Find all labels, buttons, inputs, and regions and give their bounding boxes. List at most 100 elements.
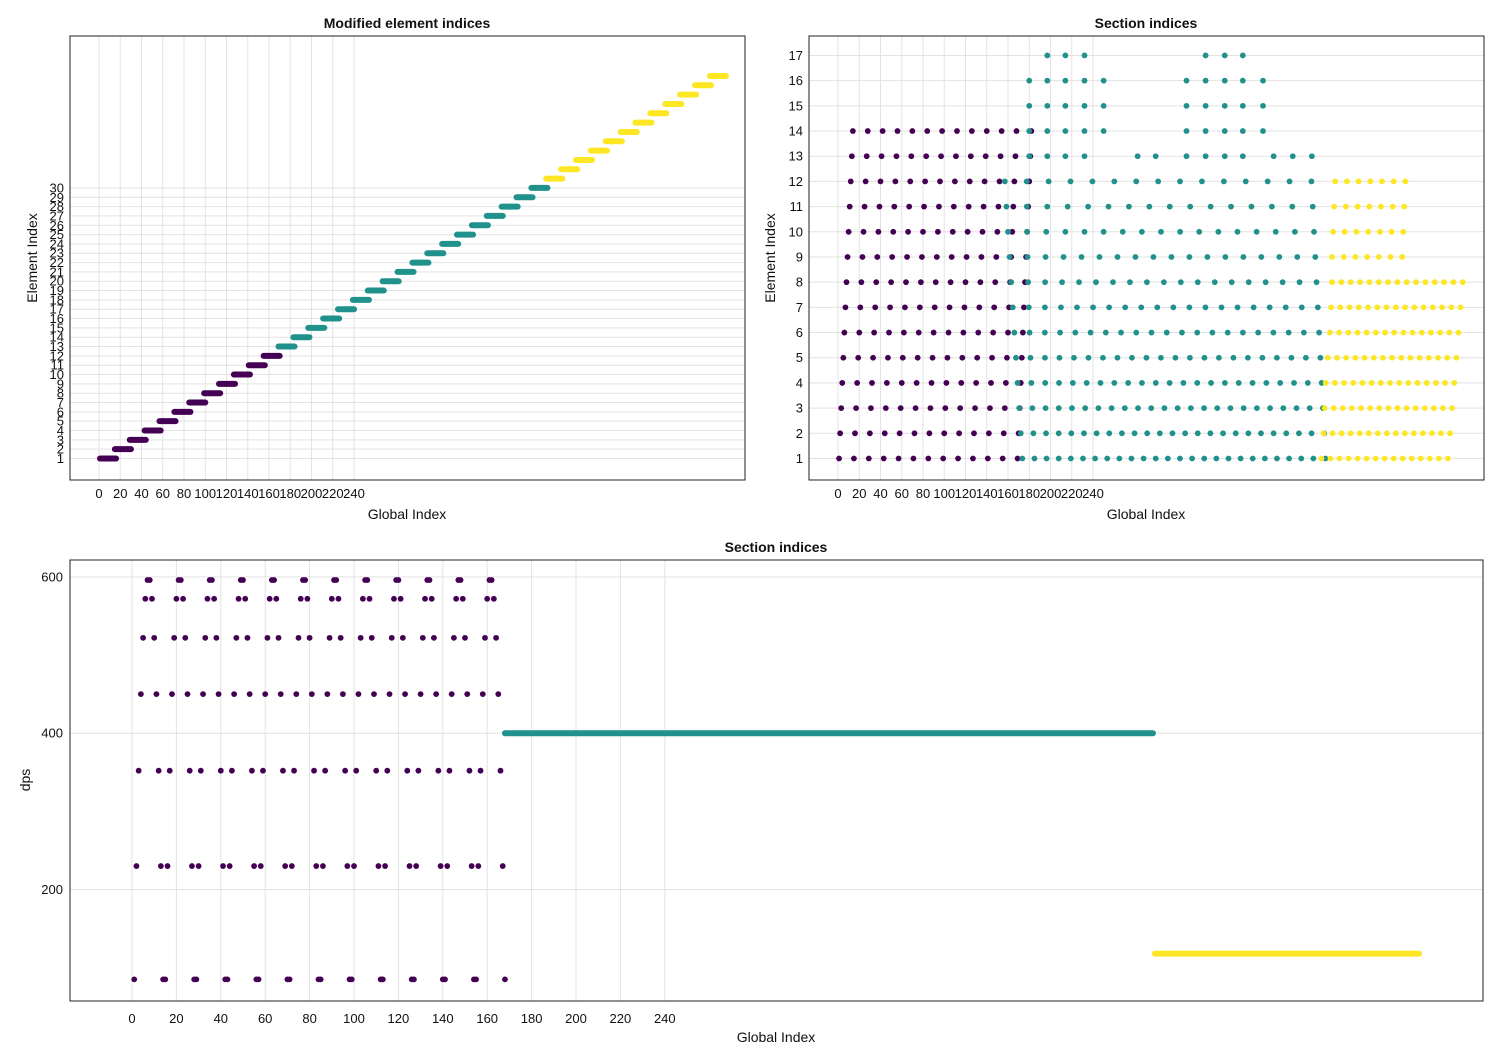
panel2-dot-teal — [1272, 228, 1279, 235]
panel2-dot-teal — [1148, 329, 1155, 336]
panel2-dot-teal — [1258, 430, 1264, 437]
panel3-dot-purple — [171, 634, 178, 641]
panel2-dot-purple — [1021, 304, 1027, 311]
panel3-dot-purple — [157, 863, 164, 869]
panel2-dot-purple — [993, 254, 1000, 260]
panel2-dot-yellow — [1459, 279, 1466, 286]
panel2-dot-purple — [1011, 178, 1018, 185]
panel2-x-tick: 160 — [997, 486, 1019, 501]
panel2-dot-purple — [999, 455, 1006, 462]
panel3-y-tick: 200 — [41, 882, 63, 897]
panel2-dot-teal — [1298, 455, 1305, 462]
panel2-dot-purple — [928, 380, 935, 386]
panel2-dot-teal — [1056, 380, 1062, 386]
panel3-dot-purple — [366, 595, 373, 602]
panel2-y-tick: 8 — [796, 275, 803, 290]
panel2-dot-teal — [1245, 430, 1252, 437]
panel2-dot-yellow — [1392, 304, 1399, 311]
panel3-dot-purple — [304, 595, 311, 602]
panel2-dot-purple — [973, 380, 980, 386]
panel2-dot-teal — [1221, 128, 1228, 134]
panel2-dot-teal — [1111, 178, 1118, 185]
panel2-dot-purple — [845, 228, 852, 235]
panel2-x-tick: 100 — [933, 486, 955, 501]
panel2-dot-teal — [1127, 279, 1133, 286]
panel2-dot-purple — [896, 430, 903, 437]
panel2-dot-teal — [1144, 430, 1151, 437]
panel2-y-tick: 9 — [796, 249, 803, 264]
panel3-dot-purple — [189, 863, 195, 869]
panel2-dot-teal — [1043, 430, 1049, 437]
panel3-dot-purple — [251, 863, 257, 869]
panel3-dot-purple — [193, 976, 200, 983]
panel3-dot-purple — [411, 976, 417, 983]
panel2-dot-teal — [1111, 380, 1118, 386]
panel2-dot-yellow — [1324, 354, 1331, 361]
panel2-x-tick: 180 — [1018, 486, 1040, 501]
panel2-dot-teal — [1235, 380, 1242, 386]
panel2-dot-teal — [1067, 455, 1074, 462]
panel2-y-tick: 3 — [796, 401, 803, 416]
panel2-x-tick: 20 — [852, 486, 866, 501]
panel2-dot-teal — [1318, 380, 1325, 386]
panel2-dot-teal — [1186, 304, 1193, 311]
panel2-dot-teal — [1227, 405, 1234, 412]
panel2-dot-teal — [1234, 304, 1241, 311]
panel2-dot-teal — [1089, 178, 1096, 185]
panel2-dot-teal — [1024, 228, 1031, 235]
panel2-dot-teal — [1253, 228, 1260, 235]
panel2-dot-teal — [1266, 304, 1273, 311]
panel2-dot-teal — [1183, 77, 1190, 84]
panel2-dot-teal — [1025, 304, 1032, 311]
panel2-dot-purple — [930, 329, 937, 336]
panel2-dot-teal — [1071, 354, 1077, 361]
panel2-dot-yellow — [1340, 254, 1347, 260]
panel2-dot-teal — [1179, 329, 1185, 336]
panel2-dot-purple — [922, 178, 929, 185]
panel1-y-tick: 21 — [50, 264, 64, 279]
panel3-dot-purple — [422, 595, 428, 602]
panel2-dot-teal — [1239, 153, 1246, 160]
panel2-dot-teal — [1268, 203, 1275, 210]
panel2-dot-purple — [906, 203, 913, 210]
panel2-dot-yellow — [1363, 455, 1370, 462]
panel2-dot-purple — [863, 153, 870, 160]
panel2-dot-yellow — [1342, 203, 1349, 210]
panel2-dot-purple — [905, 228, 912, 235]
panel2-dot-teal — [1042, 254, 1049, 260]
panel2-dot-teal — [1270, 329, 1277, 336]
panel2-dot-teal — [1237, 455, 1244, 462]
panel3-dot-purple — [375, 863, 382, 869]
panel2-dot-yellow — [1444, 354, 1451, 361]
panel2-dot-purple — [892, 178, 899, 185]
panel2-dot-teal — [1202, 52, 1209, 59]
panel2-dot-teal — [1286, 178, 1293, 185]
panel2-dot-teal — [1221, 380, 1228, 386]
panel3-dot-purple — [220, 863, 226, 869]
panel2-dot-teal — [1232, 430, 1239, 437]
panel3-dot-purple — [477, 767, 484, 774]
panel2-dot-teal — [1222, 254, 1229, 260]
panel2-dot-teal — [1225, 455, 1232, 462]
panel3-dot-purple — [451, 634, 457, 641]
panel2-dot-yellow — [1400, 329, 1407, 336]
panel2-dot-teal — [1114, 254, 1121, 260]
panel2-dot-teal — [1081, 153, 1088, 160]
panel2-dot-teal — [1183, 153, 1190, 160]
panel2-dot-yellow — [1359, 380, 1366, 386]
panel2-dot-teal — [1023, 203, 1030, 210]
panel1-y-tick: 13 — [50, 339, 64, 354]
panel2-dot-teal — [1029, 405, 1036, 412]
panel2-dot-purple — [888, 279, 895, 286]
panel2-dot-teal — [1294, 254, 1301, 260]
panel2-dot-purple — [855, 354, 862, 361]
panel1-y-tick: 15 — [50, 320, 64, 335]
panel2-dot-yellow — [1330, 405, 1337, 412]
panel2-dot-yellow — [1407, 354, 1414, 361]
panel2-dot-yellow — [1387, 254, 1394, 260]
panel2-dot-yellow — [1385, 279, 1391, 286]
panel2-dot-yellow — [1367, 178, 1374, 185]
panel2-x-tick: 120 — [955, 486, 977, 501]
panel2-dot-yellow — [1421, 405, 1428, 412]
panel2-dot-teal — [1023, 178, 1030, 185]
